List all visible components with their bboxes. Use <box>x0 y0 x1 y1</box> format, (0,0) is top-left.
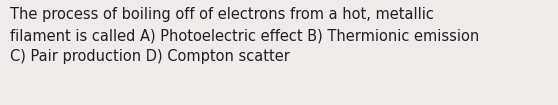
Text: The process of boiling off of electrons from a hot, metallic
filament is called : The process of boiling off of electrons … <box>10 7 479 64</box>
